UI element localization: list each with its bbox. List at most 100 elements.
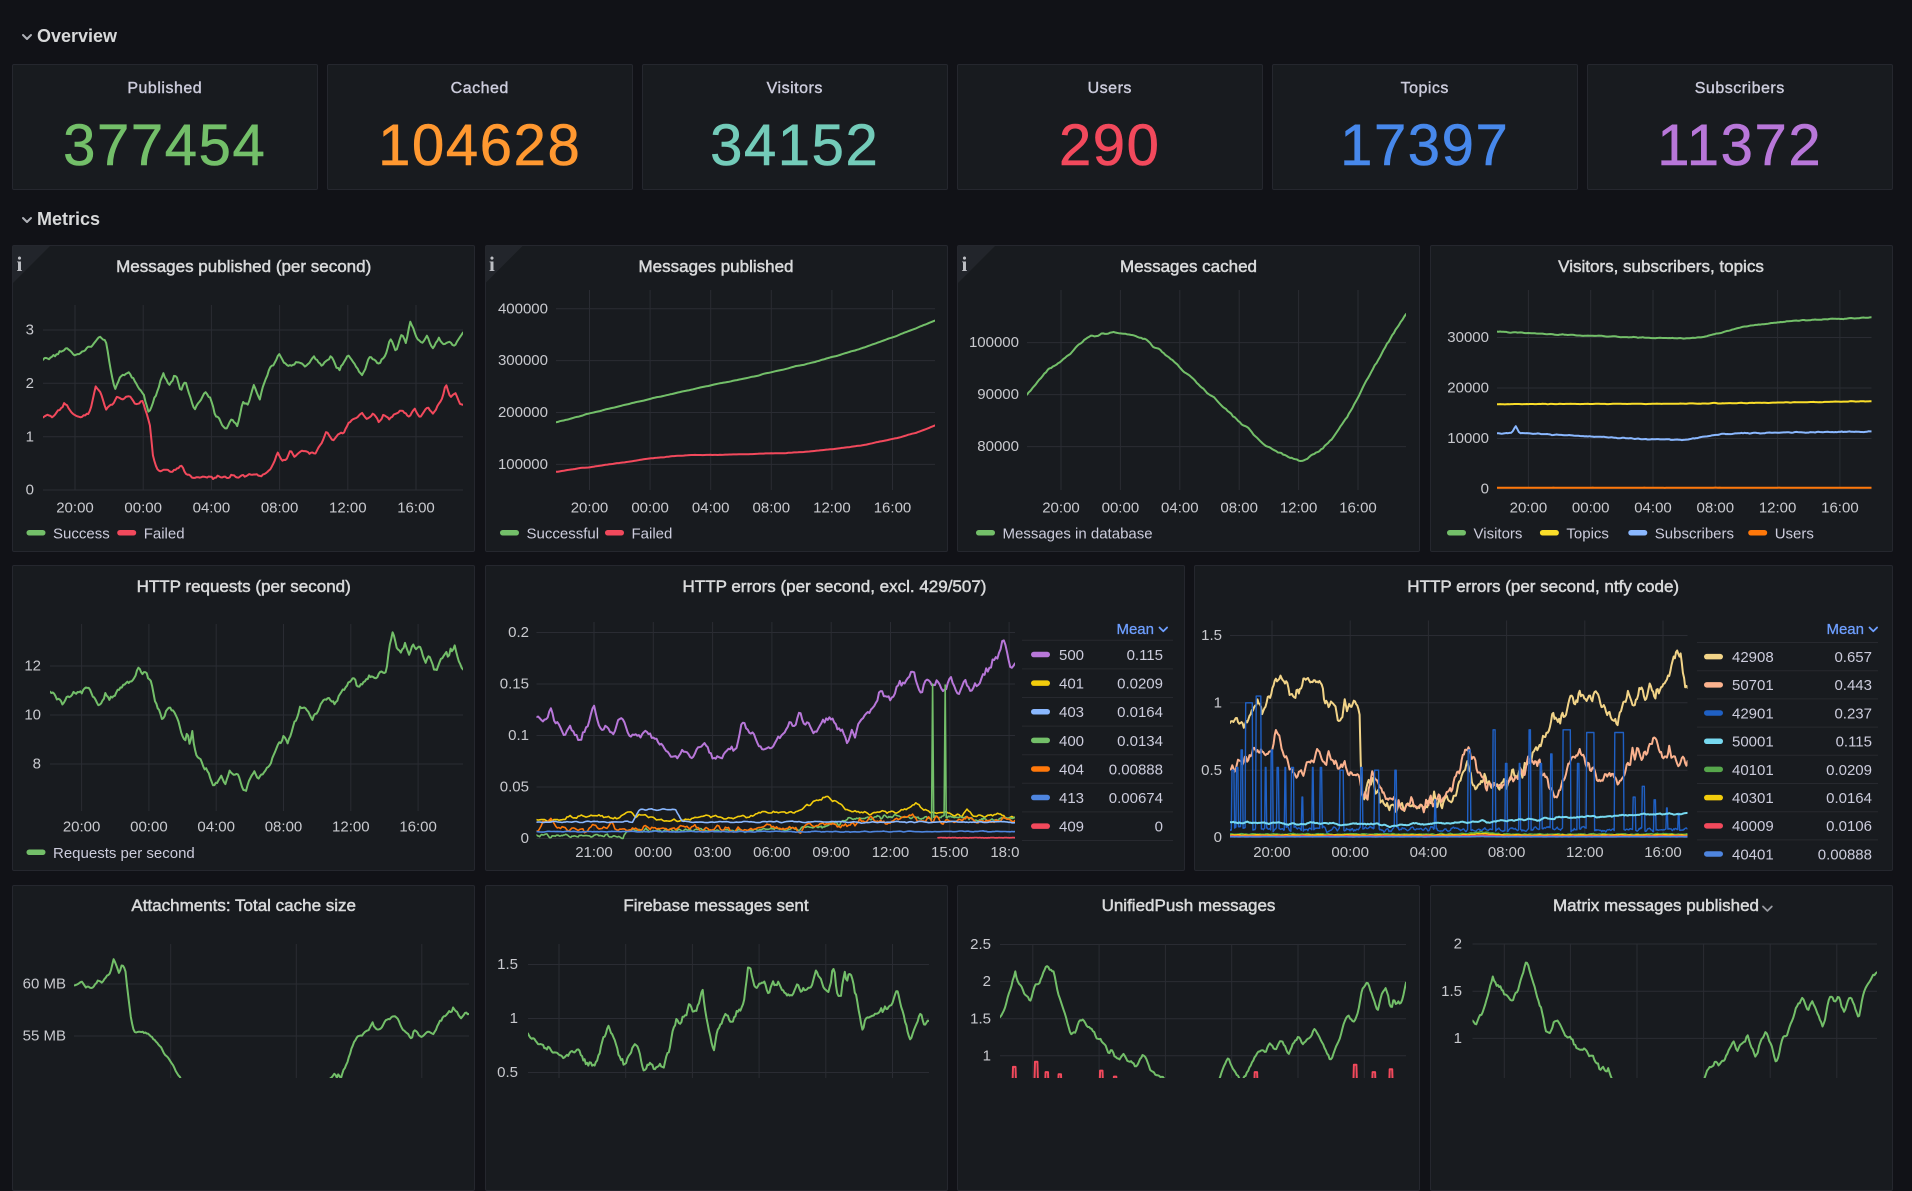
svg-text:403: 403 <box>1059 704 1084 721</box>
svg-text:Success: Success <box>53 525 110 542</box>
svg-text:0: 0 <box>1155 819 1163 836</box>
svg-text:18:00: 18:00 <box>990 844 1028 861</box>
svg-text:0.0164: 0.0164 <box>1826 790 1872 807</box>
svg-text:413: 413 <box>1059 790 1084 807</box>
svg-text:04:00: 04:00 <box>193 500 231 517</box>
svg-text:20:00: 20:00 <box>56 500 94 517</box>
svg-text:04:00: 04:00 <box>1161 500 1199 517</box>
svg-text:500: 500 <box>1059 647 1084 664</box>
svg-text:i: i <box>17 252 23 276</box>
svg-text:2.5: 2.5 <box>970 936 991 953</box>
svg-text:1: 1 <box>1214 694 1222 711</box>
svg-text:100000: 100000 <box>498 456 548 473</box>
svg-text:2: 2 <box>983 973 991 990</box>
svg-text:UnifiedPush messages: UnifiedPush messages <box>1102 896 1276 915</box>
svg-text:16:00: 16:00 <box>1821 500 1859 517</box>
svg-text:06:00: 06:00 <box>753 844 791 861</box>
svg-text:200000: 200000 <box>498 404 548 421</box>
svg-text:00:00: 00:00 <box>1331 844 1369 861</box>
svg-text:20000: 20000 <box>1447 380 1489 397</box>
svg-text:10000: 10000 <box>1447 430 1489 447</box>
svg-text:0.0209: 0.0209 <box>1826 762 1872 779</box>
svg-text:Successful: Successful <box>527 525 600 542</box>
svg-text:1: 1 <box>1454 1030 1462 1047</box>
svg-text:Messages published: Messages published <box>639 257 794 276</box>
svg-text:409: 409 <box>1059 819 1084 836</box>
svg-text:21:00: 21:00 <box>575 844 613 861</box>
svg-text:8: 8 <box>33 756 41 773</box>
svg-text:300000: 300000 <box>498 352 548 369</box>
svg-text:12:00: 12:00 <box>813 500 851 517</box>
svg-text:50001: 50001 <box>1732 734 1774 751</box>
svg-text:20:00: 20:00 <box>1253 844 1291 861</box>
svg-text:0: 0 <box>1214 829 1222 846</box>
svg-text:Messages cached: Messages cached <box>1120 257 1257 276</box>
svg-text:404: 404 <box>1059 761 1084 778</box>
svg-text:08:00: 08:00 <box>1488 844 1526 861</box>
svg-text:0.2: 0.2 <box>508 624 529 641</box>
svg-text:0.657: 0.657 <box>1834 649 1872 666</box>
svg-text:50701: 50701 <box>1732 677 1774 694</box>
svg-text:Messages published (per second: Messages published (per second) <box>116 257 371 276</box>
svg-text:400000: 400000 <box>498 300 548 317</box>
svg-text:0: 0 <box>1481 481 1489 498</box>
svg-text:55 MB: 55 MB <box>23 1028 66 1045</box>
svg-text:1.5: 1.5 <box>1201 627 1222 644</box>
svg-text:16:00: 16:00 <box>399 818 437 835</box>
svg-text:04:00: 04:00 <box>197 818 235 835</box>
svg-text:80000: 80000 <box>977 438 1019 455</box>
svg-text:2: 2 <box>1454 936 1462 953</box>
svg-text:09:00: 09:00 <box>812 844 850 861</box>
svg-text:0.1: 0.1 <box>508 727 529 744</box>
svg-text:16:00: 16:00 <box>1644 844 1682 861</box>
svg-text:Failed: Failed <box>144 525 185 542</box>
svg-text:0.00888: 0.00888 <box>1109 761 1163 778</box>
svg-text:16:00: 16:00 <box>397 500 435 517</box>
svg-text:1.5: 1.5 <box>1441 983 1462 1000</box>
svg-text:08:00: 08:00 <box>265 818 303 835</box>
svg-text:1: 1 <box>983 1047 991 1064</box>
svg-text:60 MB: 60 MB <box>23 976 66 993</box>
svg-text:3: 3 <box>26 322 34 339</box>
svg-text:Subscribers: Subscribers <box>1655 525 1734 542</box>
svg-text:16:00: 16:00 <box>1339 500 1377 517</box>
svg-text:00:00: 00:00 <box>635 844 673 861</box>
svg-text:2: 2 <box>26 375 34 392</box>
svg-text:0.15: 0.15 <box>500 676 529 693</box>
svg-text:Topics: Topics <box>1566 525 1609 542</box>
svg-text:0: 0 <box>521 830 529 847</box>
svg-text:00:00: 00:00 <box>124 500 162 517</box>
svg-text:42901: 42901 <box>1732 705 1774 722</box>
svg-text:0.443: 0.443 <box>1834 677 1872 694</box>
svg-text:HTTP errors (per second, excl.: HTTP errors (per second, excl. 429/507) <box>683 577 987 596</box>
svg-text:03:00: 03:00 <box>694 844 732 861</box>
svg-text:i: i <box>489 252 495 276</box>
svg-text:Mean: Mean <box>1826 621 1864 638</box>
svg-text:0.237: 0.237 <box>1834 705 1872 722</box>
svg-text:12:00: 12:00 <box>1280 500 1318 517</box>
svg-text:12: 12 <box>24 658 41 675</box>
svg-text:00:00: 00:00 <box>1572 500 1610 517</box>
svg-text:42908: 42908 <box>1732 649 1774 666</box>
svg-text:0.0106: 0.0106 <box>1826 818 1872 835</box>
svg-text:90000: 90000 <box>977 386 1019 403</box>
svg-text:15:00: 15:00 <box>931 844 969 861</box>
svg-text:0.5: 0.5 <box>1201 762 1222 779</box>
svg-text:12:00: 12:00 <box>332 818 370 835</box>
svg-text:Requests per second: Requests per second <box>53 845 195 862</box>
svg-text:0.5: 0.5 <box>497 1064 518 1078</box>
svg-text:00:00: 00:00 <box>130 818 168 835</box>
svg-text:1: 1 <box>510 1010 518 1027</box>
svg-text:00:00: 00:00 <box>1102 500 1140 517</box>
svg-text:0: 0 <box>26 482 34 499</box>
svg-text:Firebase messages sent: Firebase messages sent <box>623 896 808 915</box>
svg-text:0.00674: 0.00674 <box>1109 790 1163 807</box>
svg-text:40401: 40401 <box>1732 846 1774 863</box>
svg-text:Mean: Mean <box>1116 621 1154 638</box>
svg-text:04:00: 04:00 <box>1410 844 1448 861</box>
svg-text:100000: 100000 <box>969 334 1019 351</box>
svg-text:HTTP errors (per second, ntfy: HTTP errors (per second, ntfy code) <box>1407 577 1679 596</box>
svg-text:16:00: 16:00 <box>874 500 912 517</box>
svg-text:400: 400 <box>1059 733 1084 750</box>
svg-text:08:00: 08:00 <box>753 500 791 517</box>
